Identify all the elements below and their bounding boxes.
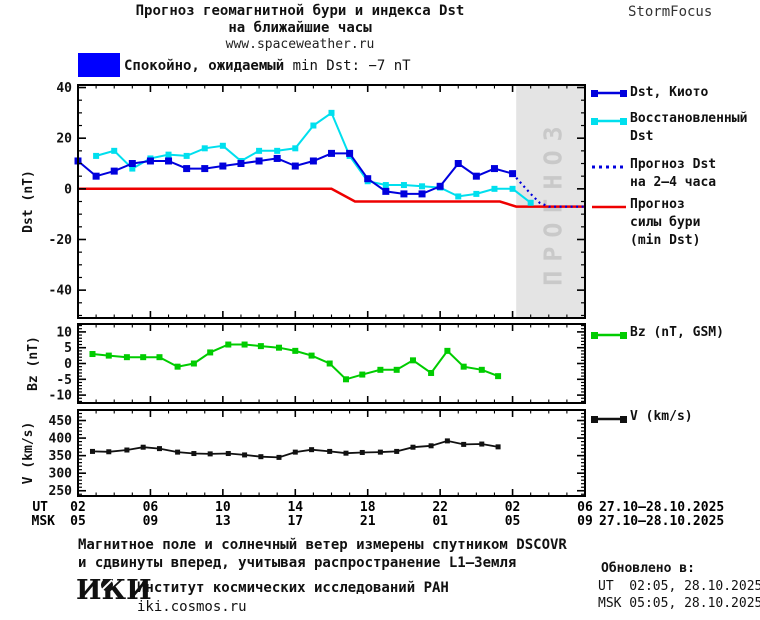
svg-text:09: 09 (143, 514, 159, 529)
svg-text:06: 06 (143, 500, 159, 515)
iki-site-url: iki.cosmos.ru (137, 599, 247, 615)
storm-status-min-dst: min Dst: −7 nT (284, 58, 411, 74)
svg-text:06: 06 (577, 500, 593, 515)
updated-msk: MSK 05:05, 28.10.2025 (598, 596, 760, 611)
v-legend-marker (591, 414, 627, 424)
restored-dst-legend-marker (591, 116, 627, 126)
bz-legend-label: Bz (nT, GSM) (630, 325, 724, 340)
updated-ut: UT 02:05, 28.10.2025 (598, 579, 760, 594)
brand-label: StormFocus (628, 4, 713, 20)
page-title-line2: на ближайшие часы (228, 20, 372, 36)
forecast-dst-legend-label-1: Прогноз Dst (630, 157, 717, 172)
storm-forecast-legend-label-1: Прогноз (630, 197, 685, 212)
storm-forecast-legend-marker (591, 202, 627, 212)
svg-text:14: 14 (287, 500, 303, 515)
storm-level-swatch (78, 53, 120, 77)
page-title-line1: Прогноз геомагнитной бури и индекса Dst (135, 3, 465, 19)
svg-text:05: 05 (505, 514, 521, 529)
footer-note-line2: и сдвинуты вперед, учитывая распростране… (78, 555, 517, 571)
svg-text:MSK: MSK (32, 514, 56, 529)
svg-text:10: 10 (215, 500, 231, 515)
svg-text:40: 40 (56, 81, 72, 96)
svg-text:27.10–28.10.2025: 27.10–28.10.2025 (599, 500, 724, 515)
svg-text:21: 21 (360, 514, 376, 529)
svg-text:-5: -5 (56, 373, 72, 388)
svg-text:-40: -40 (49, 284, 73, 299)
svg-text:20: 20 (56, 132, 72, 147)
storm-forecast-legend-label-2: силы бури (630, 215, 701, 230)
svg-text:17: 17 (287, 514, 303, 529)
svg-text:02: 02 (70, 500, 86, 515)
dst-kyoto-legend-marker (591, 88, 627, 98)
svg-text:-20: -20 (49, 233, 73, 248)
svg-text:01: 01 (432, 514, 448, 529)
svg-text:18: 18 (360, 500, 376, 515)
bz-legend-marker (591, 330, 627, 340)
restored-dst-legend-label-1: Восстановленный (630, 111, 748, 126)
iki-logo-satellite-icon (101, 579, 113, 591)
svg-text:Bz (nT): Bz (nT) (26, 336, 41, 391)
iki-logo: ИКИ (76, 575, 152, 606)
svg-text:02: 02 (505, 500, 521, 515)
svg-text:22: 22 (432, 500, 448, 515)
v-legend-label: V (km/s) (630, 409, 693, 424)
svg-text:350: 350 (49, 449, 73, 464)
footer-note-line1: Магнитное поле и солнечный ветер измерен… (78, 537, 567, 553)
svg-text:05: 05 (70, 514, 86, 529)
svg-text:0: 0 (64, 357, 72, 372)
forecast-dst-legend-label-2: на 2–4 часа (630, 175, 717, 190)
forecast-dst-legend-marker (591, 162, 627, 172)
svg-text:400: 400 (49, 432, 73, 447)
svg-text:09: 09 (577, 514, 593, 529)
dst-kyoto-legend-label: Dst, Киото (630, 85, 709, 100)
storm-forecast-legend-label-3: (min Dst) (630, 233, 701, 248)
svg-text:0: 0 (64, 182, 72, 197)
storm-status-word: Спокойно, ожидаемый (124, 58, 285, 74)
svg-text:Dst (nT): Dst (nT) (21, 170, 36, 233)
svg-text:300: 300 (49, 467, 73, 482)
svg-text:27.10–28.10.2025: 27.10–28.10.2025 (599, 514, 724, 529)
svg-text:250: 250 (49, 484, 73, 499)
svg-text:450: 450 (49, 414, 73, 429)
storm-status-text: Спокойно, ожидаемый min Dst: −7 nT (124, 58, 411, 74)
svg-text:5: 5 (64, 341, 72, 356)
svg-text:13: 13 (215, 514, 231, 529)
svg-text:10: 10 (56, 325, 72, 340)
site-url: www.spaceweather.ru (225, 37, 375, 52)
svg-text:-10: -10 (49, 389, 73, 404)
svg-text:V (km/s): V (km/s) (21, 422, 36, 485)
institute-name: Институт космических исследований РАН (137, 580, 449, 596)
updated-label: Обновлено в: (601, 561, 695, 576)
restored-dst-legend-label-2: Dst (630, 129, 654, 144)
svg-text:UT: UT (32, 500, 48, 515)
svg-text:ПРОГНОЗ: ПРОГНОЗ (539, 117, 568, 285)
